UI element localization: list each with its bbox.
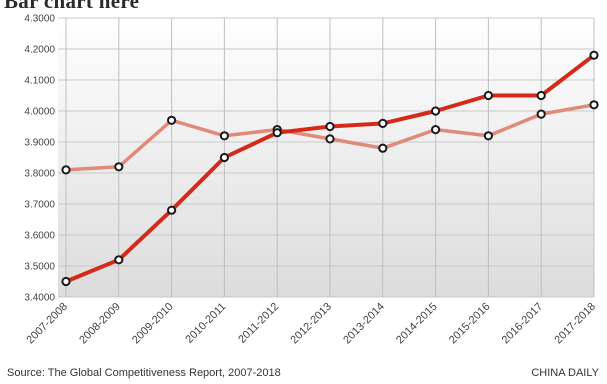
- data-point: [219, 131, 229, 141]
- data-point: [378, 118, 388, 129]
- data-point: [114, 162, 124, 172]
- data-point: [61, 165, 71, 175]
- series-group: [61, 50, 599, 287]
- plot-background: [58, 18, 594, 297]
- data-point: [483, 131, 493, 141]
- y-tick-label: 4.2000: [24, 45, 55, 56]
- data-point: [536, 90, 546, 101]
- x-tick-label: 2015-2016: [447, 301, 493, 347]
- data-point: [589, 50, 599, 60]
- x-tick-label: 2009-2010: [130, 301, 176, 347]
- data-point: [378, 143, 388, 153]
- data-point: [272, 128, 282, 138]
- data-point: [431, 106, 441, 116]
- chart-title: Bar chart here: [4, 0, 140, 13]
- y-tick-label: 3.4000: [24, 293, 55, 304]
- data-point: [61, 276, 71, 287]
- gridlines: [58, 17, 595, 298]
- x-tick-label: 2011-2012: [236, 301, 281, 346]
- x-tick-label: 2014-2015: [394, 301, 440, 347]
- x-tick-label: 2017-2018: [552, 301, 598, 347]
- x-tick-label: 2012-2013: [288, 301, 334, 347]
- data-point: [167, 205, 177, 215]
- data-point: [431, 125, 441, 135]
- y-tick-label: 3.7000: [24, 200, 55, 211]
- data-point: [536, 109, 546, 119]
- x-axis-ticks: 2007-2008 2008-2009 2009-2010 2010-2011 2011…: [24, 301, 598, 347]
- credit-label: CHINA DAILY: [531, 367, 599, 379]
- x-tick-label: 2013-2014: [341, 301, 387, 347]
- y-tick-label: 4.1000: [24, 76, 55, 87]
- x-tick-label: 2007-2008: [24, 301, 70, 347]
- x-tick-label: 2010-2011: [183, 301, 228, 346]
- data-point: [219, 152, 229, 163]
- y-tick-label: 3.8000: [24, 169, 55, 180]
- y-tick-label: 4.0000: [24, 107, 55, 118]
- x-tick-label: 2008-2009: [77, 301, 123, 347]
- source-note: Source: The Global Competitiveness Repor…: [7, 367, 281, 379]
- y-tick-label: 3.9000: [24, 138, 55, 149]
- data-point: [483, 90, 493, 101]
- y-tick-label: 3.6000: [24, 231, 55, 242]
- y-tick-label: 3.5000: [24, 262, 55, 273]
- x-tick-label: 2016-2017: [500, 301, 546, 347]
- y-tick-label: 4.3000: [24, 14, 55, 25]
- data-point: [325, 121, 335, 132]
- data-point: [325, 134, 335, 144]
- y-axis-ticks: 3.4000 3.5000 3.6000 3.7000 3.8000 3.9000 4.00…: [24, 14, 55, 304]
- data-point: [114, 255, 124, 265]
- data-point: [589, 100, 599, 110]
- data-point: [167, 115, 177, 125]
